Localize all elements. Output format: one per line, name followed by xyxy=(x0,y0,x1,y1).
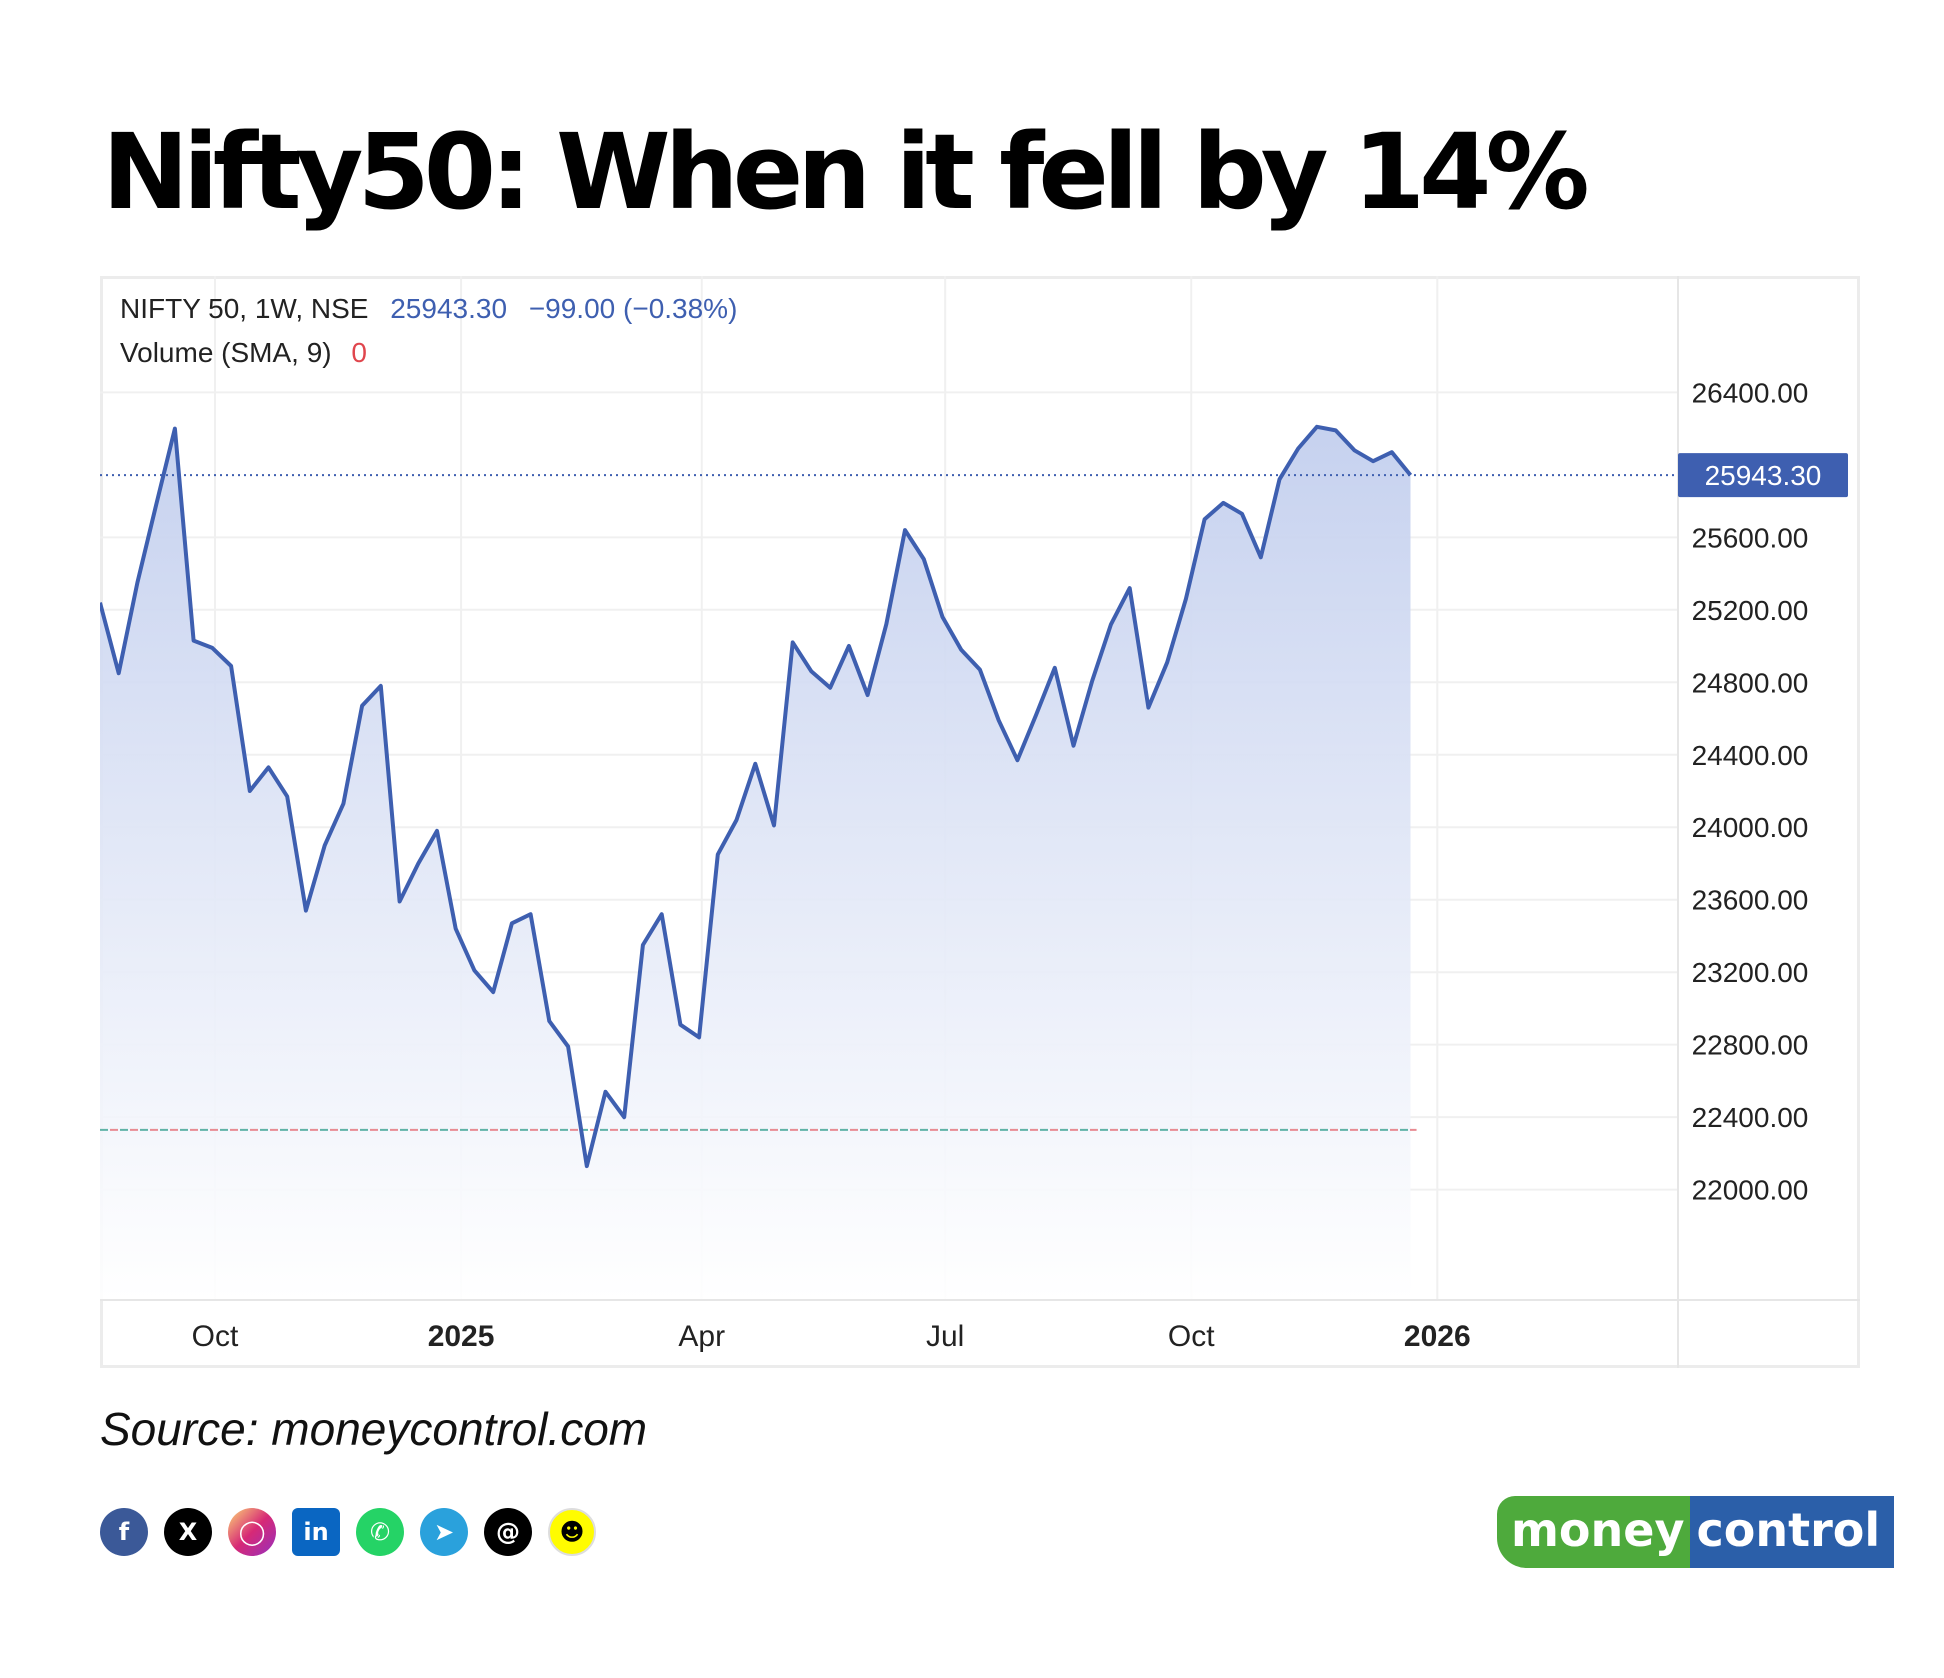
last-price-tag: 25943.30 xyxy=(1678,453,1848,498)
moneycontrol-logo: money control xyxy=(1497,1496,1895,1568)
x-tick-label: Apr xyxy=(678,1320,725,1353)
price-line xyxy=(100,424,1413,1169)
y-tick-label: 23600.00 xyxy=(1692,885,1809,916)
y-tick-label: 24000.00 xyxy=(1692,812,1809,843)
linkedin-icon[interactable]: in xyxy=(292,1508,340,1556)
y-tick-label: 24800.00 xyxy=(1692,667,1809,698)
change-value: −99.00 (−0.38%) xyxy=(529,293,738,324)
y-tick-label: 22800.00 xyxy=(1692,1030,1809,1061)
price-value: 25943.30 xyxy=(390,293,507,324)
y-tick-label: 25600.00 xyxy=(1692,522,1809,553)
symbol-label: NIFTY 50, 1W, NSE xyxy=(120,293,368,324)
price-area-fill xyxy=(100,426,1411,1300)
y-tick-label: 24400.00 xyxy=(1692,740,1809,771)
telegram-icon[interactable]: ➤ xyxy=(420,1508,468,1556)
x-icon[interactable]: X xyxy=(164,1508,212,1556)
x-tick-label: 2025 xyxy=(428,1320,495,1353)
volume-value: 0 xyxy=(351,337,367,368)
instagram-icon[interactable]: ◯ xyxy=(228,1508,276,1556)
whatsapp-icon[interactable]: ✆ xyxy=(356,1508,404,1556)
x-tick-label: Jul xyxy=(926,1320,964,1353)
x-tick-label: Oct xyxy=(1168,1320,1215,1353)
x-tick-label: Oct xyxy=(192,1320,239,1353)
page-title: Nifty50: When it fell by 14% xyxy=(102,111,1590,233)
social-icons: f X ◯ in ✆ ➤ @ ☻ xyxy=(100,1508,596,1556)
source-note: Source: moneycontrol.com xyxy=(100,1403,648,1455)
volume-header: Volume (SMA, 9) 0 xyxy=(120,337,367,368)
nifty-chart: 26400.00 25600.00 25200.00 24800.00 24400.00… xyxy=(100,276,1860,1368)
last-price-label: 25943.30 xyxy=(1705,460,1822,491)
y-tick-label: 25200.00 xyxy=(1692,595,1809,626)
y-tick-label: 22000.00 xyxy=(1692,1175,1809,1206)
x-axis-ticks: Oct 2025 Apr Jul Oct 2026 xyxy=(192,1320,1471,1353)
y-tick-label: 22400.00 xyxy=(1692,1102,1809,1133)
volume-label: Volume (SMA, 9) xyxy=(120,337,332,368)
y-tick-label: 23200.00 xyxy=(1692,957,1809,988)
y-tick-label: 26400.00 xyxy=(1692,377,1809,408)
logo-control: control xyxy=(1690,1496,1895,1568)
logo-money: money xyxy=(1497,1496,1691,1568)
threads-icon[interactable]: @ xyxy=(484,1508,532,1556)
y-axis-ticks: 26400.00 25600.00 25200.00 24800.00 24400.00… xyxy=(1692,377,1809,1205)
facebook-icon[interactable]: f xyxy=(100,1508,148,1556)
snapchat-icon[interactable]: ☻ xyxy=(548,1508,596,1556)
chart-header: NIFTY 50, 1W, NSE 25943.30 −99.00 (−0.38… xyxy=(120,293,737,324)
x-tick-label: 2026 xyxy=(1404,1320,1471,1353)
